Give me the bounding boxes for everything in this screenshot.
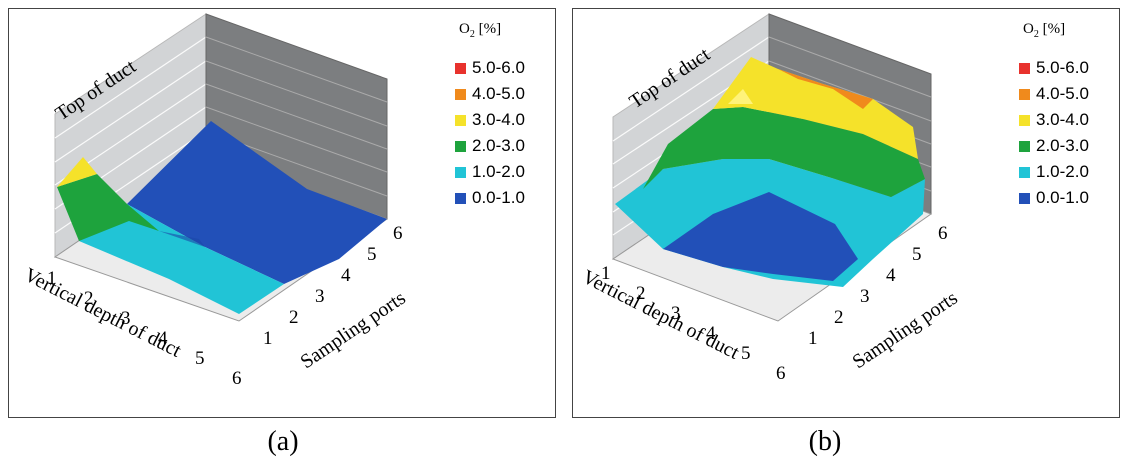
b-x-tick: 4 <box>706 323 716 344</box>
legend-item: 4.0-5.0 <box>455 81 525 107</box>
a-x-tick: 6 <box>232 368 242 389</box>
a-y-tick: 1 <box>263 328 273 349</box>
legend-swatch <box>455 192 466 204</box>
y-axis-label-a: Sampling ports <box>296 287 409 373</box>
a-y-tick: 6 <box>393 223 403 244</box>
caption-b: (b) <box>808 426 842 457</box>
legend-item: 4.0-5.0 <box>1019 81 1089 107</box>
b-y-tick: 2 <box>834 307 844 328</box>
a-x-tick: 1 <box>47 268 57 289</box>
b-x-tick: 3 <box>671 303 681 324</box>
a-y-tick: 2 <box>289 307 299 328</box>
b-x-tick: 5 <box>741 343 751 364</box>
legend-swatch <box>455 62 466 74</box>
legend-title-a: O2 [%] <box>459 21 502 40</box>
b-x-tick: 6 <box>776 363 786 384</box>
b-y-tick: 3 <box>860 286 870 307</box>
o2-surface-a <box>57 121 387 314</box>
legend-swatch <box>1019 62 1030 74</box>
legend-swatch <box>1019 140 1030 152</box>
legend-swatch <box>1019 88 1030 100</box>
legend-item: 1.0-2.0 <box>1019 159 1089 185</box>
legend-swatch <box>455 166 466 178</box>
legend-item: 2.0-3.0 <box>1019 133 1089 159</box>
b-x-tick: 1 <box>601 263 611 284</box>
a-x-tick: 5 <box>195 348 205 369</box>
b-x-tick: 2 <box>636 283 646 304</box>
b-y-tick: 5 <box>912 244 922 265</box>
legend-item: 3.0-4.0 <box>1019 107 1089 133</box>
legend-item: 1.0-2.0 <box>455 159 525 185</box>
caption-a: (a) <box>267 426 299 457</box>
legend-swatch <box>1019 192 1030 204</box>
legend-item: 2.0-3.0 <box>455 133 525 159</box>
legend-item: 0.0-1.0 <box>455 185 525 211</box>
legend-swatch <box>1019 114 1030 126</box>
legend-item: 5.0-6.0 <box>1019 55 1089 81</box>
a-x-tick: 4 <box>158 328 168 349</box>
legend-swatch <box>455 114 466 126</box>
b-y-tick: 1 <box>808 328 818 349</box>
a-y-tick: 4 <box>341 265 351 286</box>
legend-b: 5.0-6.0 4.0-5.0 3.0-4.0 2.0-3.0 1.0-2.0 … <box>1019 55 1089 211</box>
legend-item: 3.0-4.0 <box>455 107 525 133</box>
legend-item: 0.0-1.0 <box>1019 185 1089 211</box>
a-y-tick: 3 <box>315 286 325 307</box>
o2-surface-b <box>615 57 925 287</box>
a-x-tick: 2 <box>84 288 94 309</box>
legend-swatch <box>455 140 466 152</box>
legend-title-b: O2 [%] <box>1023 21 1066 40</box>
b-y-tick: 6 <box>938 223 948 244</box>
a-y-tick: 5 <box>367 244 377 265</box>
legend-swatch <box>455 88 466 100</box>
legend-swatch <box>1019 166 1030 178</box>
b-y-tick: 4 <box>886 265 896 286</box>
legend-item: 5.0-6.0 <box>455 55 525 81</box>
a-x-tick: 3 <box>121 308 131 329</box>
legend-a: 5.0-6.0 4.0-5.0 3.0-4.0 2.0-3.0 1.0-2.0 … <box>455 55 525 211</box>
